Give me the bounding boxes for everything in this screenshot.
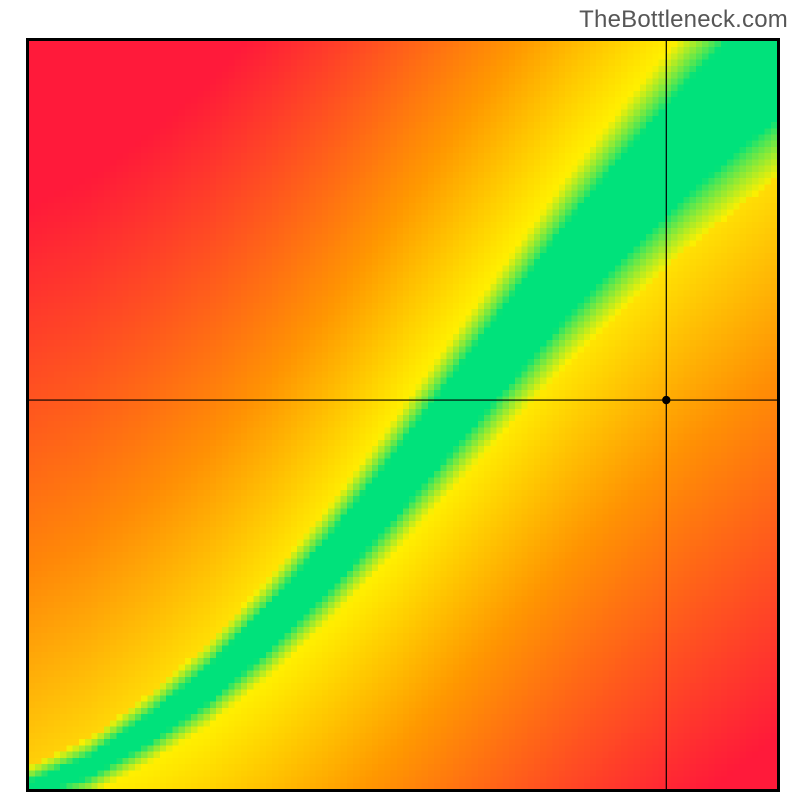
heatmap-canvas [29,41,777,789]
watermark-text: TheBottleneck.com [579,6,788,34]
heatmap-plot [26,38,780,792]
